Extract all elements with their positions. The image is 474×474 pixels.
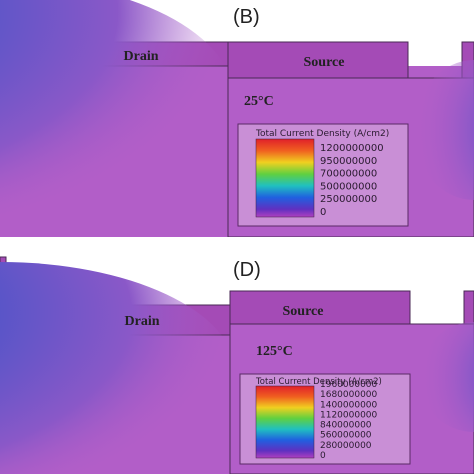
- current-density-drain: [0, 262, 235, 474]
- legend-tick-label: 0: [320, 207, 326, 218]
- color-bar: [255, 385, 315, 459]
- current-density-drain: [0, 0, 235, 220]
- source-label: Source: [283, 304, 324, 319]
- legend-tick-label: 1680000000: [320, 390, 378, 400]
- current-density-source: [419, 322, 474, 432]
- legend-tick-label: 1400000000: [320, 400, 378, 410]
- panel-b-diagram: Drain Source 25°C Total Current Density …: [0, 0, 474, 237]
- color-bar: [255, 138, 315, 218]
- panel-letter-d: (D): [233, 259, 261, 281]
- legend-tick-label: 250000000: [320, 194, 377, 205]
- legend-tick-label: 840000000: [320, 421, 372, 431]
- legend-title: Total Current Density (A/cm2): [255, 129, 389, 139]
- current-density-source: [414, 60, 474, 200]
- legend-tick-label: 560000000: [320, 431, 372, 441]
- legend-tick-label: 1960000000: [320, 380, 378, 390]
- temperature-label: 125°C: [256, 344, 293, 359]
- legend-title: Total Current Density (A/cm2): [255, 377, 382, 387]
- legend-tick-label: 950000000: [320, 156, 377, 167]
- temperature-label: 25°C: [244, 94, 274, 109]
- legend-tick-label: 1200000000: [320, 143, 384, 154]
- legend-tick-label: 700000000: [320, 169, 377, 180]
- panel-b: (B): [0, 0, 474, 237]
- legend-ticks: 1960000000168000000014000000001120000000…: [320, 380, 378, 461]
- drain-label: Drain: [124, 49, 159, 64]
- panel-d-diagram: Drain Source 125°C Total Current Density…: [0, 256, 474, 474]
- panel-d: (D): [0, 237, 474, 474]
- legend-tick-label: 500000000: [320, 181, 377, 192]
- drain-label: Drain: [125, 314, 160, 329]
- legend-tick-label: 1120000000: [320, 410, 378, 420]
- legend-tick-label: 0: [320, 451, 326, 461]
- legend-tick-label: 280000000: [320, 441, 372, 451]
- source-electrode: [227, 41, 409, 79]
- right-contact: [463, 290, 474, 325]
- source-label: Source: [304, 55, 345, 70]
- panel-letter-b: (B): [233, 6, 260, 28]
